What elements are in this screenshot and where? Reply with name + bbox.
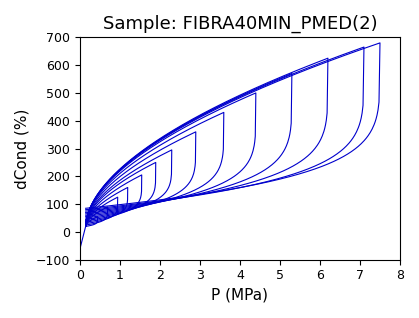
Y-axis label: dCond (%): dCond (%) [15,108,30,189]
Title: Sample: FIBRA40MIN_PMED(2): Sample: FIBRA40MIN_PMED(2) [103,15,377,33]
X-axis label: P (MPa): P (MPa) [211,288,268,303]
